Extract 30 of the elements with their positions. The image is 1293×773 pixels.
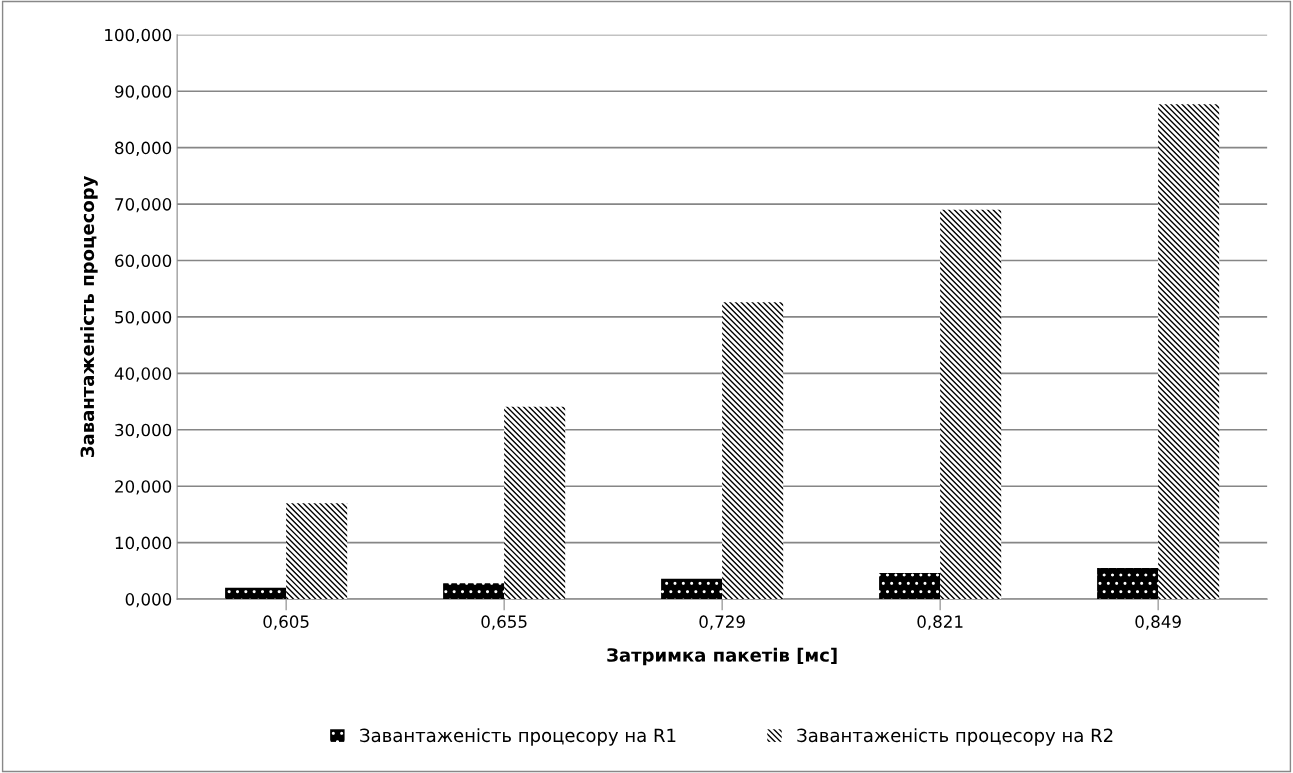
x-tick-label: 0,849 [1135,615,1181,630]
bar [940,209,1002,600]
y-tick-label: 100,000 [105,28,172,44]
y-tick-label: 10,000 [115,536,172,551]
y-tick-label: 40,000 [114,367,172,382]
x-tick-label: 0,655 [481,615,527,630]
x-tick-label: 0,605 [263,615,309,630]
y-tick-label: 20,000 [115,480,172,495]
x-axis-title: Затримка пакетів [мс] [607,647,837,666]
x-tick-label: 0,729 [699,615,745,630]
x-tick-label: 0,821 [917,615,963,630]
bar [443,583,505,600]
bar [504,406,566,600]
bar [661,578,723,600]
bar [225,587,287,600]
y-axis-title: Завантаженість процесору [80,175,98,458]
bar [286,503,348,600]
y-tick-label: 30,000 [115,423,172,439]
y-tick-label: 70,000 [115,198,172,213]
bar [879,573,941,600]
y-tick-label: 50,000 [115,310,172,326]
legend-label: Завантаженість процесору на R1 [360,728,676,746]
y-tick-label: 0,000 [125,593,172,608]
legend-label: Завантаженість процесору на R2 [797,728,1113,746]
y-tick-label: 90,000 [115,85,172,100]
bar [1097,568,1159,600]
y-tick-label: 60,000 [115,254,172,269]
bar [1158,104,1220,600]
bar [722,302,784,600]
y-tick-label: 80,000 [115,141,172,156]
